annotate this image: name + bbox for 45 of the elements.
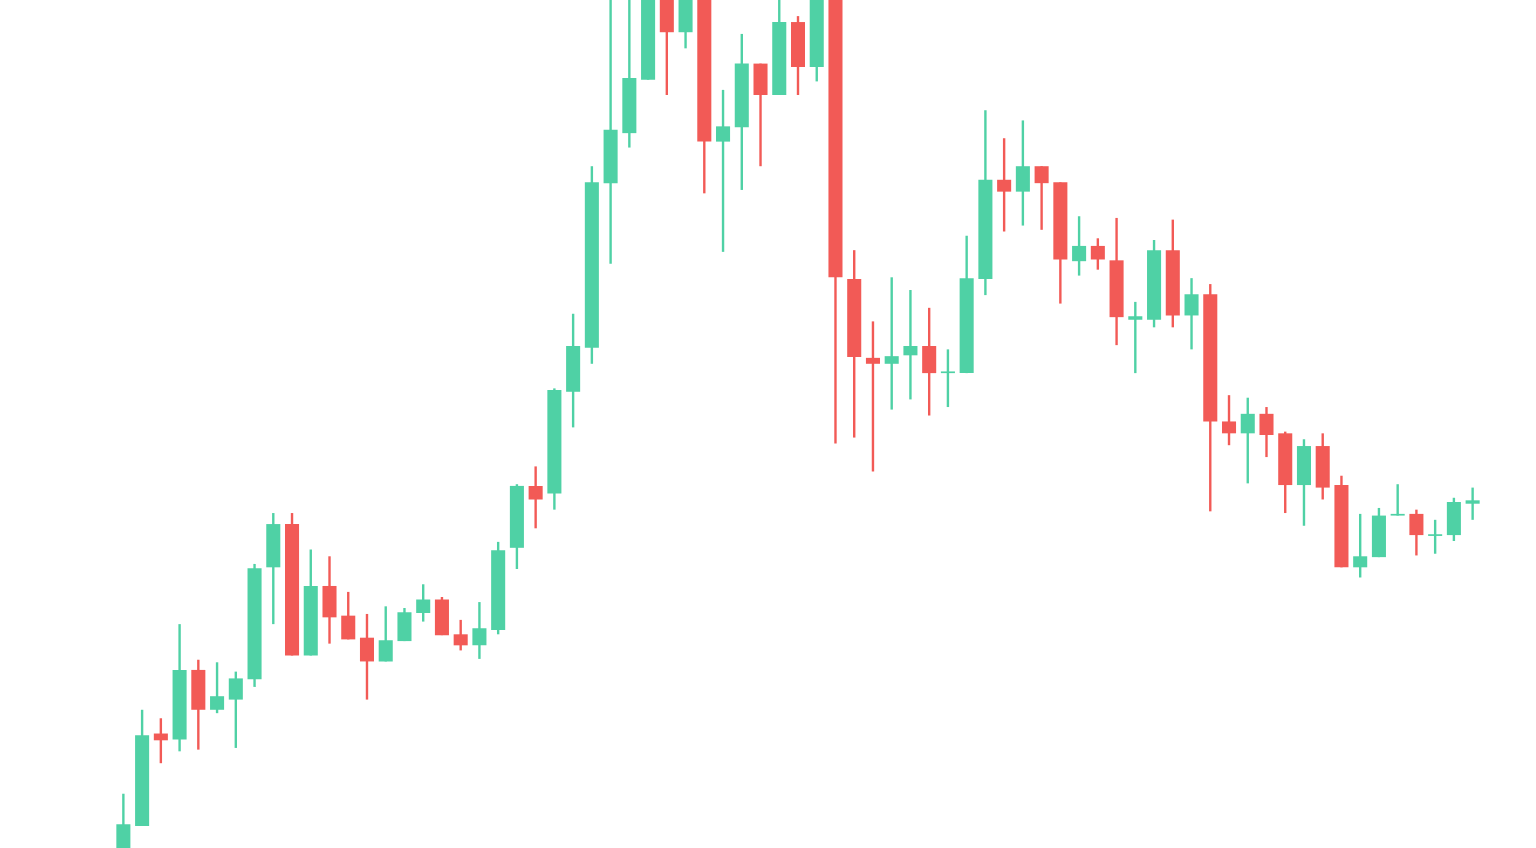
candlestick (940, 348, 955, 409)
candlestick (116, 792, 131, 848)
candlestick (716, 88, 731, 254)
candlestick (434, 595, 449, 637)
candlestick (472, 600, 487, 661)
candlestick (1446, 496, 1461, 543)
candlestick (528, 465, 543, 530)
candlestick (1184, 276, 1199, 351)
candlestick (397, 606, 412, 643)
candlestick (865, 320, 880, 473)
candlestick (753, 62, 768, 168)
candlestick (1259, 405, 1274, 459)
candlestick (266, 511, 281, 626)
candlestick (341, 590, 356, 641)
candlestick (1072, 215, 1087, 277)
candlestick (566, 312, 581, 429)
candlestick (1090, 237, 1105, 271)
candlestick (1353, 512, 1368, 579)
candlestick (903, 288, 918, 401)
candlestick (322, 555, 337, 645)
candlestick (1409, 508, 1424, 557)
candlestick (191, 658, 206, 751)
candlestick (1315, 432, 1330, 501)
candlestick (884, 276, 899, 411)
candlestick (1371, 506, 1386, 559)
candlestick (1221, 393, 1237, 447)
candlestick (1034, 165, 1049, 232)
candlestick (210, 661, 225, 715)
candlestick (922, 306, 937, 417)
candlestick (1015, 119, 1030, 227)
candlestick (1390, 483, 1405, 517)
candlestick (1428, 518, 1443, 555)
candlestick (359, 612, 375, 701)
candlestick (228, 670, 243, 750)
candlestick (659, 0, 674, 97)
candlestick (678, 0, 693, 50)
candlestick (378, 605, 393, 663)
candlestick (1240, 396, 1255, 485)
candlestick (453, 618, 468, 652)
candlestick (1128, 300, 1143, 375)
candlestick (1465, 486, 1480, 522)
candlestick (416, 583, 431, 623)
candlestick (1296, 438, 1311, 527)
candlestick (997, 137, 1012, 233)
candlestick (790, 14, 806, 97)
